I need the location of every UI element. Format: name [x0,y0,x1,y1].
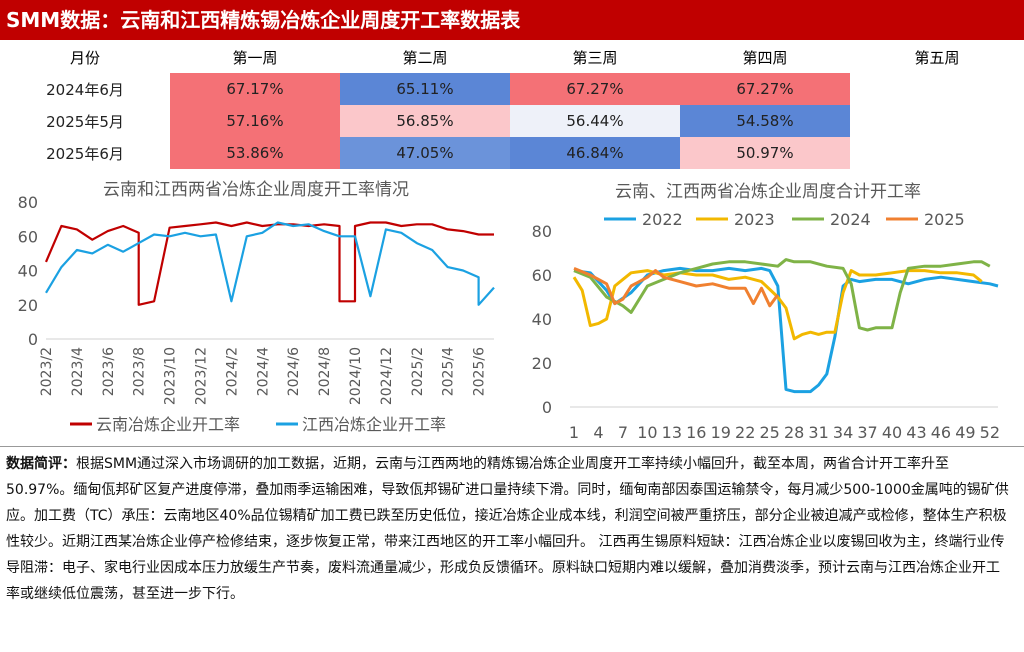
table-header-row: 月份 第一周 第二周 第三周 第四周 第五周 [0,41,1024,73]
legend-label: 2025 [924,210,965,229]
x-tick-label: 43 [906,423,926,442]
x-tick-label: 2024/12 [379,347,395,405]
table-cell: 53.86% [170,137,340,169]
x-tick-label: 2023/12 [193,347,209,405]
col-header-week5: 第五周 [914,48,960,67]
y-tick-label: 0 [28,330,38,349]
table-cell: 57.16% [170,105,340,137]
table-cell: 47.05% [340,137,510,169]
x-tick-label: 2024/2 [224,347,240,396]
x-tick-label: 4 [593,423,603,442]
chart-title: 云南、江西两省冶炼企业周度合计开工率 [615,182,921,202]
col-header-week3: 第三周 [572,48,618,67]
col-header-week4: 第四周 [742,48,788,67]
chart-combined-weekly-rate: 云南、江西两省冶炼企业周度合计开工率 0 20 40 60 80 1 4 7 10 13 16 19 22… [532,182,1000,442]
table-row: 2025年5月 57.16% 56.85% 56.44% 54.58% [0,105,1024,137]
y-tick-label: 40 [532,310,552,329]
legend-label: 江西冶炼企业开工率 [302,415,446,434]
x-tick-label: 2024/10 [348,347,364,405]
x-tick-label: 19 [711,423,731,442]
x-tick-label: 2023/2 [39,347,55,396]
table-cell: 56.85% [340,105,510,137]
x-tick-label: 46 [931,423,951,442]
x-tick-label: 22 [735,423,755,442]
x-tick-label: 2024/6 [286,347,302,396]
col-header-week1: 第一周 [232,48,278,67]
x-tick-label: 2025/4 [441,347,457,396]
x-tick-label: 2023/8 [132,347,148,396]
table-cell: 54.58% [680,105,850,137]
y-tick-label: 20 [18,296,38,315]
table-cell: 65.11% [340,73,510,105]
x-tick-label: 10 [637,423,657,442]
table-row: 2025年6月 53.86% 47.05% 46.84% 50.97% [0,137,1024,169]
table-cell [850,73,1024,105]
report-title: SMM数据：云南和江西精炼锡冶炼企业周度开工率数据表 [0,0,1024,40]
x-tick-label: 1 [569,423,579,442]
table-cell: 67.27% [680,73,850,105]
table-row: 2024年6月 67.17% 65.11% 67.27% 67.27% [0,73,1024,105]
legend-label: 云南冶炼企业开工率 [96,415,240,434]
row-label: 2025年5月 [46,112,124,131]
chart-title: 云南和江西两省冶炼企业周度开工率情况 [103,180,409,200]
chart-yunnan-jiangxi-rates: 云南和江西两省冶炼企业周度开工率情况 0 20 40 60 80 2023/2 2023/4 2… [18,180,495,434]
x-tick-label: 2025/2 [410,347,426,396]
x-tick-label: 2025/6 [472,347,488,396]
col-header-month: 月份 [69,48,100,67]
row-label: 2025年6月 [46,144,124,163]
legend-label: 2022 [642,210,683,229]
table-cell: 50.97% [680,137,850,169]
series-line-2023 [572,269,983,341]
x-tick-label: 49 [955,423,975,442]
x-tick-label: 2023/4 [70,347,86,396]
x-tick-label: 37 [857,423,877,442]
table-cell: 67.27% [510,73,680,105]
comment-label: 数据简评： [6,456,76,472]
analysis-comment: 数据简评：根据SMM通过深入市场调研的加工数据，近期，云南与江西两地的精炼锡冶炼… [0,446,1024,652]
x-tick-label: 7 [618,423,628,442]
x-tick-label: 34 [833,423,853,442]
row-label: 2024年6月 [46,80,124,99]
series-line-2022 [573,266,999,394]
table-cell: 56.44% [510,105,680,137]
x-tick-label: 2023/10 [163,347,179,405]
col-header-week2: 第二周 [402,48,448,67]
x-tick-label: 31 [808,423,828,442]
legend-label: 2023 [734,210,775,229]
legend-label: 2024 [830,210,871,229]
x-tick-label: 2024/8 [317,347,333,396]
table-cell: 46.84% [510,137,680,169]
series-line-2025 [573,267,780,308]
x-tick-label: 16 [686,423,706,442]
y-tick-label: 80 [532,222,552,241]
x-tick-label: 25 [760,423,780,442]
x-tick-label: 52 [980,423,1000,442]
table-cell [850,105,1024,137]
table-cell [850,137,1024,169]
y-tick-label: 20 [532,354,552,373]
x-tick-label: 13 [662,423,682,442]
y-tick-label: 40 [18,262,38,281]
x-tick-label: 28 [784,423,804,442]
series-line-2 [45,221,495,306]
x-tick-label: 40 [882,423,902,442]
series-line-2024 [573,258,991,332]
x-tick-label: 2024/4 [255,347,271,396]
y-tick-label: 0 [542,398,552,417]
series-line-1 [44,221,494,306]
x-tick-label: 2023/6 [101,347,117,396]
y-tick-label: 80 [18,193,38,212]
y-tick-label: 60 [532,266,552,285]
weekly-rate-table: 月份 第一周 第二周 第三周 第四周 第五周 2024年6月 67.17% 65… [0,41,1024,169]
table-cell: 67.17% [170,73,340,105]
y-tick-label: 60 [18,227,38,246]
comment-text: 根据SMM通过深入市场调研的加工数据，近期，云南与江西两地的精炼锡冶炼企业周度开… [6,456,1009,602]
